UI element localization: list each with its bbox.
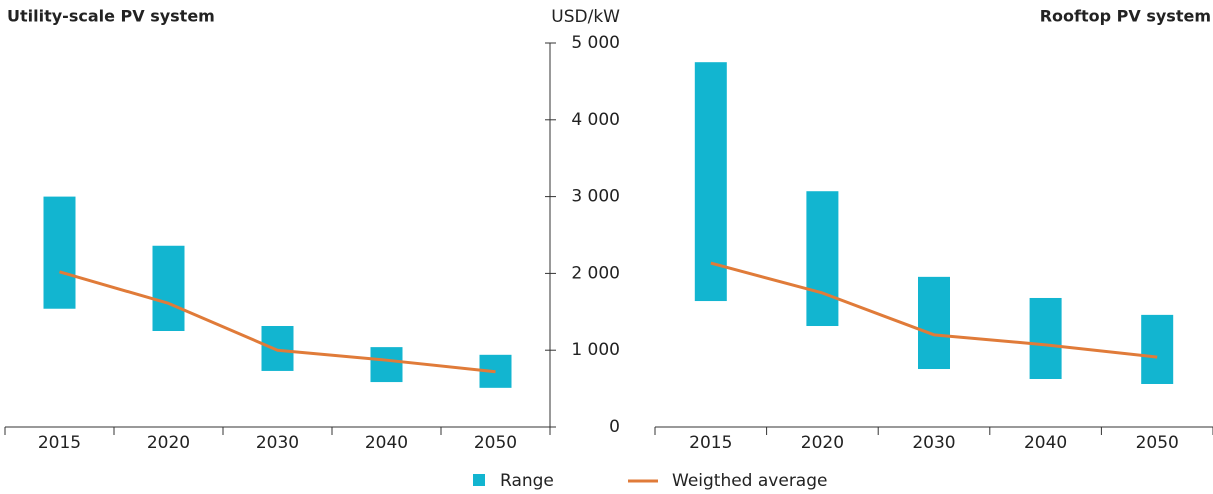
- x-tick-label: 2050: [474, 433, 517, 453]
- y-tick-label: 2 000: [571, 263, 620, 283]
- x-tick-label: 2030: [256, 433, 299, 453]
- legend-label: Weigthed average: [672, 471, 827, 491]
- legend-label: Range: [500, 471, 554, 491]
- y-axis-label: USD/kW: [551, 7, 620, 27]
- y-tick-label: 5 000: [571, 33, 620, 53]
- average-line: [59, 270, 496, 374]
- range-bar: [152, 245, 185, 331]
- x-tick-label: 2040: [365, 433, 408, 453]
- x-tick-label: 2050: [1136, 433, 1179, 453]
- y-tick-label: 1 000: [571, 340, 620, 360]
- range-bar: [1141, 314, 1174, 384]
- range-bar: [261, 326, 294, 371]
- panel-title: Rooftop PV system: [1040, 7, 1211, 26]
- average-line: [710, 261, 1158, 359]
- x-tick-label: 2040: [1024, 433, 1067, 453]
- range-bar: [1029, 297, 1062, 379]
- y-tick-label: 3 000: [571, 187, 620, 207]
- x-tick-label: 2020: [801, 433, 844, 453]
- y-tick-label: 0: [609, 417, 620, 437]
- legend-swatch: [473, 474, 485, 486]
- range-bar: [918, 276, 950, 370]
- y-tick-label: 4 000: [571, 110, 620, 130]
- range-bar: [370, 347, 403, 383]
- x-tick-label: 2015: [689, 433, 732, 453]
- range-bar: [806, 191, 839, 327]
- panel-title: Utility-scale PV system: [7, 7, 215, 26]
- x-tick-label: 2015: [38, 433, 81, 453]
- x-tick-label: 2030: [912, 433, 955, 453]
- range-bar: [694, 62, 727, 302]
- range-bar: [43, 196, 76, 309]
- x-tick-label: 2020: [147, 433, 190, 453]
